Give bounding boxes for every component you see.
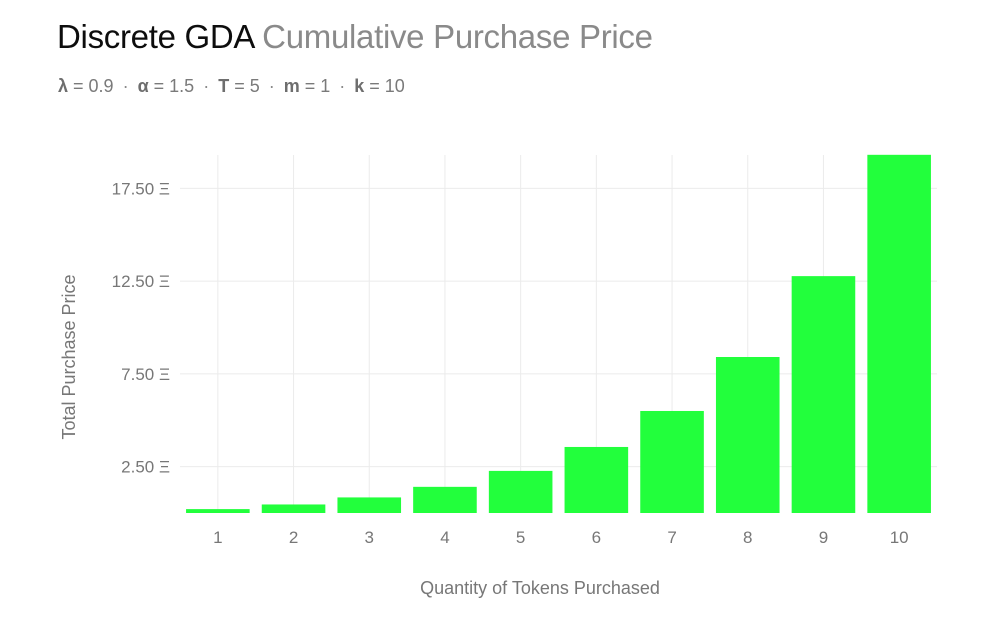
bar-10 xyxy=(867,154,931,513)
x-tick-label: 10 xyxy=(890,528,909,547)
param-alpha: α = 1.5 xyxy=(137,76,195,96)
bar-4 xyxy=(413,486,477,513)
param-separator: · xyxy=(339,76,346,96)
y-tick-labels: 2.50 Ξ 7.50 Ξ 12.50 Ξ 17.50 Ξ xyxy=(112,179,170,476)
x-tick-label: 7 xyxy=(667,528,676,547)
param-separator: · xyxy=(122,76,129,96)
param-m: m = 1 xyxy=(283,76,331,96)
x-tick-labels: 1 2 3 4 5 6 7 8 9 10 xyxy=(213,528,908,547)
param-t: T = 5 xyxy=(218,76,260,96)
bar-8 xyxy=(715,357,780,513)
bar-6 xyxy=(564,446,629,513)
param-separator: · xyxy=(268,76,275,96)
param-k: k = 10 xyxy=(354,76,405,96)
x-tick-label: 5 xyxy=(516,528,525,547)
y-tick-label: 2.50 Ξ xyxy=(121,458,170,477)
bar-2 xyxy=(261,504,326,513)
bar-3 xyxy=(337,497,402,513)
x-tick-label: 2 xyxy=(289,528,298,547)
chart-title: Discrete GDA Cumulative Purchase Price xyxy=(57,18,653,56)
x-tick-label: 1 xyxy=(213,528,222,547)
y-tick-label: 12.50 Ξ xyxy=(112,272,170,291)
x-tick-label: 8 xyxy=(743,528,752,547)
x-tick-label: 6 xyxy=(592,528,601,547)
param-lambda: λ = 0.9 xyxy=(58,76,114,96)
bar-layer xyxy=(186,154,931,513)
param-separator: · xyxy=(203,76,210,96)
x-tick-label: 9 xyxy=(819,528,828,547)
bar-7 xyxy=(640,410,704,513)
x-tick-label: 3 xyxy=(365,528,374,547)
x-tick-label: 4 xyxy=(440,528,449,547)
y-axis-title: Total Purchase Price xyxy=(59,274,79,439)
y-tick-label: 7.50 Ξ xyxy=(121,365,170,384)
parameter-line: λ = 0.9 · α = 1.5 · T = 5 · m = 1 · k = 10 xyxy=(58,76,405,97)
y-tick-label: 17.50 Ξ xyxy=(112,179,170,198)
x-axis-title: Quantity of Tokens Purchased xyxy=(420,578,660,598)
bar-9 xyxy=(791,276,856,513)
chart-title-sub: Cumulative Purchase Price xyxy=(262,18,653,55)
bar-5 xyxy=(488,470,553,513)
bar-1 xyxy=(186,509,250,513)
chart-title-main: Discrete GDA xyxy=(57,18,254,55)
